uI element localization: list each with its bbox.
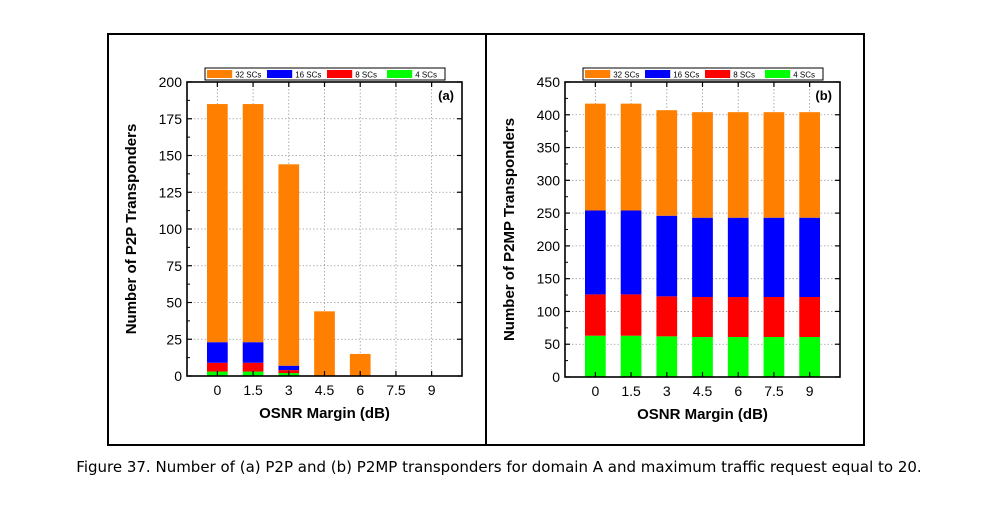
legend-swatch-16-scs [645, 70, 671, 78]
bar-8-scs-0 [585, 294, 606, 336]
x-tick-label: 7.5 [764, 383, 784, 399]
y-tick-label: 125 [159, 184, 183, 200]
legend-swatch-32-scs [585, 70, 611, 78]
x-tick-label: 1.5 [621, 383, 641, 399]
x-tick-label: 3 [285, 382, 293, 398]
y-tick-label: 0 [552, 369, 560, 385]
legend-swatch-4-scs [387, 70, 413, 78]
legend-label-4-scs: 4 SCs [415, 71, 437, 80]
legend-swatch-8-scs [327, 70, 353, 78]
bar-16-scs-6 [727, 217, 749, 298]
bar-16-scs-1.5 [620, 210, 642, 295]
legend-swatch-4-scs [765, 70, 791, 78]
legend-label-8-scs: 8 SCs [355, 71, 377, 80]
bar-32-scs-9 [799, 112, 820, 218]
chart-a-p2p: 0 25 50 75 100 125 150 175 200 0 1.5 3 4.5 6 7.5 9 OSNR … [123, 67, 463, 422]
bar-16-scs-3 [278, 365, 300, 371]
bar-16-scs-7.5 [763, 217, 785, 298]
bar-32-scs-6 [727, 112, 749, 218]
legend-label-4-scs: 4 SCs [793, 71, 815, 80]
x-tick-label: 9 [428, 382, 436, 398]
bar-32-scs-3 [278, 164, 300, 366]
legend-label-16-scs: 16 SCs [673, 71, 699, 80]
bar-8-scs-7.5 [763, 297, 785, 338]
legend-box [582, 67, 824, 81]
bar-32-scs-7.5 [763, 112, 785, 218]
bar-16-scs-9 [799, 217, 820, 298]
x-tick-label: 3 [663, 383, 671, 399]
panel-divider [485, 33, 487, 446]
legend-label-32-scs: 32 SCs [613, 71, 639, 80]
bar-8-scs-0 [207, 362, 228, 372]
x-tick-label: 4.5 [315, 382, 335, 398]
y-tick-label: 100 [159, 221, 183, 237]
y-tick-label: 0 [174, 368, 182, 384]
bar-4-scs-7.5 [763, 337, 785, 377]
bar-16-scs-0 [585, 210, 606, 295]
x-axis-title: OSNR Margin (dB) [637, 406, 768, 423]
y-tick-label: 450 [537, 74, 561, 90]
x-axis-title: OSNR Margin (dB) [259, 405, 390, 422]
x-tick-label: 9 [806, 383, 814, 399]
bar-16-scs-3 [656, 215, 678, 297]
bar-32-scs-3 [656, 110, 678, 216]
x-tick-label: 1.5 [243, 382, 263, 398]
y-tick-label: 300 [537, 172, 561, 188]
y-tick-label: 150 [537, 271, 561, 287]
bar-4-scs-4.5 [692, 337, 713, 377]
y-tick-label: 50 [166, 295, 182, 311]
x-tick-label: 0 [591, 383, 599, 399]
y-tick-label: 150 [159, 148, 183, 164]
x-tick-label: 0 [213, 382, 221, 398]
legend-box [204, 67, 446, 81]
bar-8-scs-3 [656, 296, 678, 337]
y-tick-label: 50 [544, 336, 560, 352]
bar-16-scs-0 [207, 342, 228, 363]
legend-label-16-scs: 16 SCs [295, 71, 321, 80]
y-tick-label: 75 [166, 258, 182, 274]
y-tick-label: 400 [537, 107, 561, 123]
x-tick-label: 7.5 [386, 382, 406, 398]
x-tick-label: 4.5 [693, 383, 713, 399]
bar-4-scs-0 [585, 335, 606, 377]
bar-16-scs-4.5 [692, 217, 713, 298]
bar-32-scs-1.5 [242, 104, 264, 343]
bar-8-scs-4.5 [692, 297, 713, 338]
bar-8-scs-1.5 [620, 294, 642, 336]
x-tick-label: 6 [734, 383, 742, 399]
y-axis-title: Number of P2MP Transponders [501, 118, 518, 341]
bar-32-scs-4.5 [314, 311, 335, 376]
y-tick-label: 175 [159, 111, 183, 127]
bar-4-scs-9 [799, 337, 820, 377]
bar-32-scs-0 [207, 104, 228, 343]
legend-label-8-scs: 8 SCs [733, 71, 755, 80]
figure-caption: Figure 37. Number of (a) P2P and (b) P2M… [76, 458, 922, 476]
panel-label: (b) [815, 88, 832, 103]
panel-label: (a) [438, 88, 454, 103]
bar-32-scs-0 [585, 103, 606, 211]
bar-16-scs-1.5 [242, 342, 264, 363]
y-tick-label: 25 [166, 331, 182, 347]
y-tick-label: 350 [537, 140, 561, 156]
y-tick-label: 250 [537, 205, 561, 221]
chart-b-p2mp: 0 50 100 150 200 250 300 350 400 450 0 1.5 3 4.5 6 7.5 9… [501, 67, 841, 423]
y-tick-label: 100 [537, 303, 561, 319]
y-axis-title: Number of P2P Transponders [123, 124, 140, 335]
x-tick-label: 6 [356, 382, 364, 398]
bar-32-scs-1.5 [620, 103, 642, 211]
legend-swatch-32-scs [207, 70, 233, 78]
bar-8-scs-9 [799, 297, 820, 338]
bar-32-scs-4.5 [692, 112, 713, 218]
bar-4-scs-1.5 [620, 335, 642, 377]
bar-4-scs-6 [727, 337, 749, 377]
bar-32-scs-6 [349, 353, 371, 376]
y-tick-label: 200 [537, 238, 561, 254]
legend-swatch-16-scs [267, 70, 293, 78]
bar-8-scs-6 [727, 297, 749, 338]
y-tick-label: 200 [159, 74, 183, 90]
legend-swatch-8-scs [705, 70, 731, 78]
bar-8-scs-1.5 [242, 362, 264, 372]
bar-4-scs-3 [656, 336, 678, 377]
legend-label-32-scs: 32 SCs [235, 71, 261, 80]
